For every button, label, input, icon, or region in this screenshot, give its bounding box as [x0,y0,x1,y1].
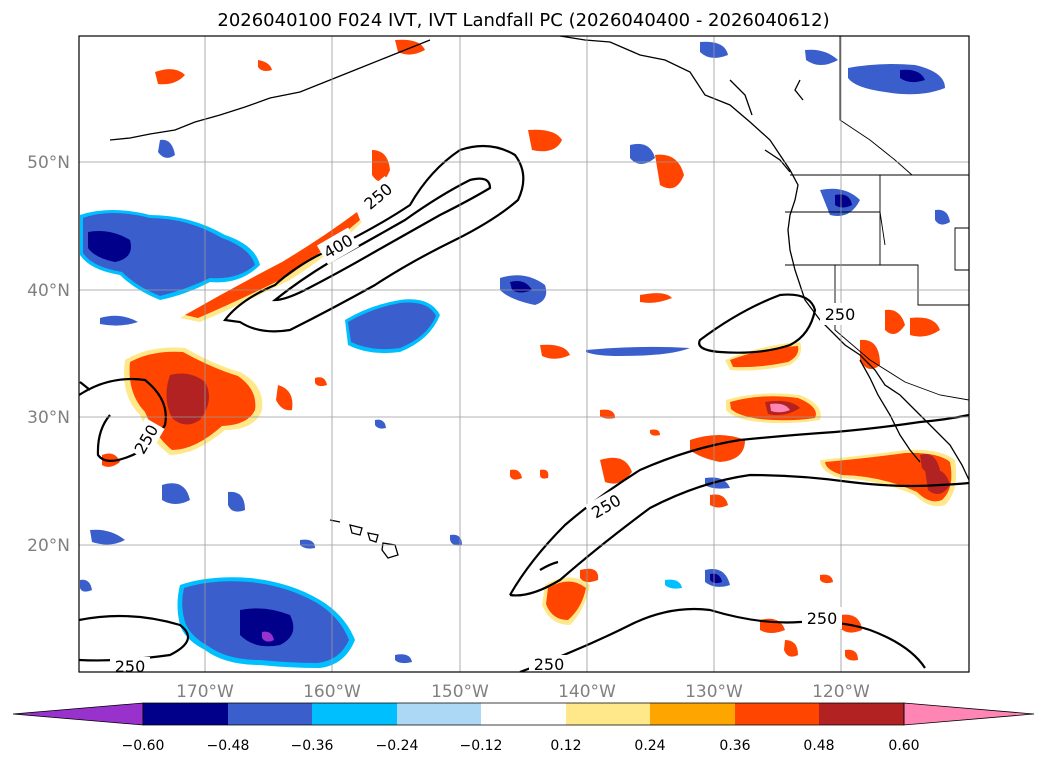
colorbar-tick: 0.48 [803,738,834,754]
negative-anomalies [80,41,950,668]
colorbar-swatch-7 [650,703,735,725]
contour-label-250-f: 250 [115,657,146,676]
positive-anomalies [102,39,957,661]
colorbar-swatch-3 [312,703,397,725]
colorbar-swatch-6 [566,703,650,725]
gridlines [79,36,969,672]
contour-labels: 250 400 250 250 250 250 250 250 [110,176,860,676]
lat-label-40n: 40°N [27,281,70,301]
colorbar-tick: −0.12 [460,738,503,754]
colorbar-tick: 0.24 [634,738,665,754]
contour-label-250-g: 250 [534,655,565,674]
colorbar-tick: 0.60 [888,738,919,754]
lon-label-160w: 160°W [303,682,361,702]
colorbar-tick: −0.48 [207,738,250,754]
coastlines [109,36,969,481]
hawaii-islands [329,519,399,559]
colorbar-extend-high [903,702,1035,726]
colorbar-swatch-5 [481,703,566,725]
map-title: 2026040100 F024 IVT, IVT Landfall PC (20… [217,10,830,31]
colorbar-swatch-2 [228,703,312,725]
lat-label-20n: 20°N [27,536,70,556]
map-frame [78,35,970,673]
colorbar-tick: −0.24 [376,738,419,754]
longitude-labels: 170°W 160°W 150°W 140°W 130°W 120°W [176,682,870,702]
latitude-labels: 50°N 40°N 30°N 20°N [27,153,70,556]
lon-label-120w: 120°W [812,682,870,702]
colorbar-tick: 0.12 [550,738,581,754]
lat-label-30n: 30°N [27,408,70,428]
colorbar-tick: −0.36 [291,738,334,754]
colorbar-swatch-4 [397,703,481,725]
lat-label-50n: 50°N [27,153,70,173]
contour-label-250-c: 250 [825,305,856,324]
colorbar-swatch-8 [735,703,819,725]
colorbar-swatch-1 [143,703,228,725]
contour-label-250-e: 250 [807,609,838,628]
lon-label-150w: 150°W [431,682,489,702]
colorbar-extend-low [12,702,144,726]
map-content [79,36,969,672]
lon-label-170w: 170°W [176,682,234,702]
colorbar: −0.60 −0.48 −0.36 −0.24 −0.12 0.12 0.24 … [12,702,1035,754]
lon-label-140w: 140°W [558,682,616,702]
colorbar-tick: 0.36 [719,738,750,754]
colorbar-tick: −0.60 [122,738,165,754]
colorbar-swatch-9 [819,703,904,725]
lon-label-130w: 130°W [685,682,743,702]
